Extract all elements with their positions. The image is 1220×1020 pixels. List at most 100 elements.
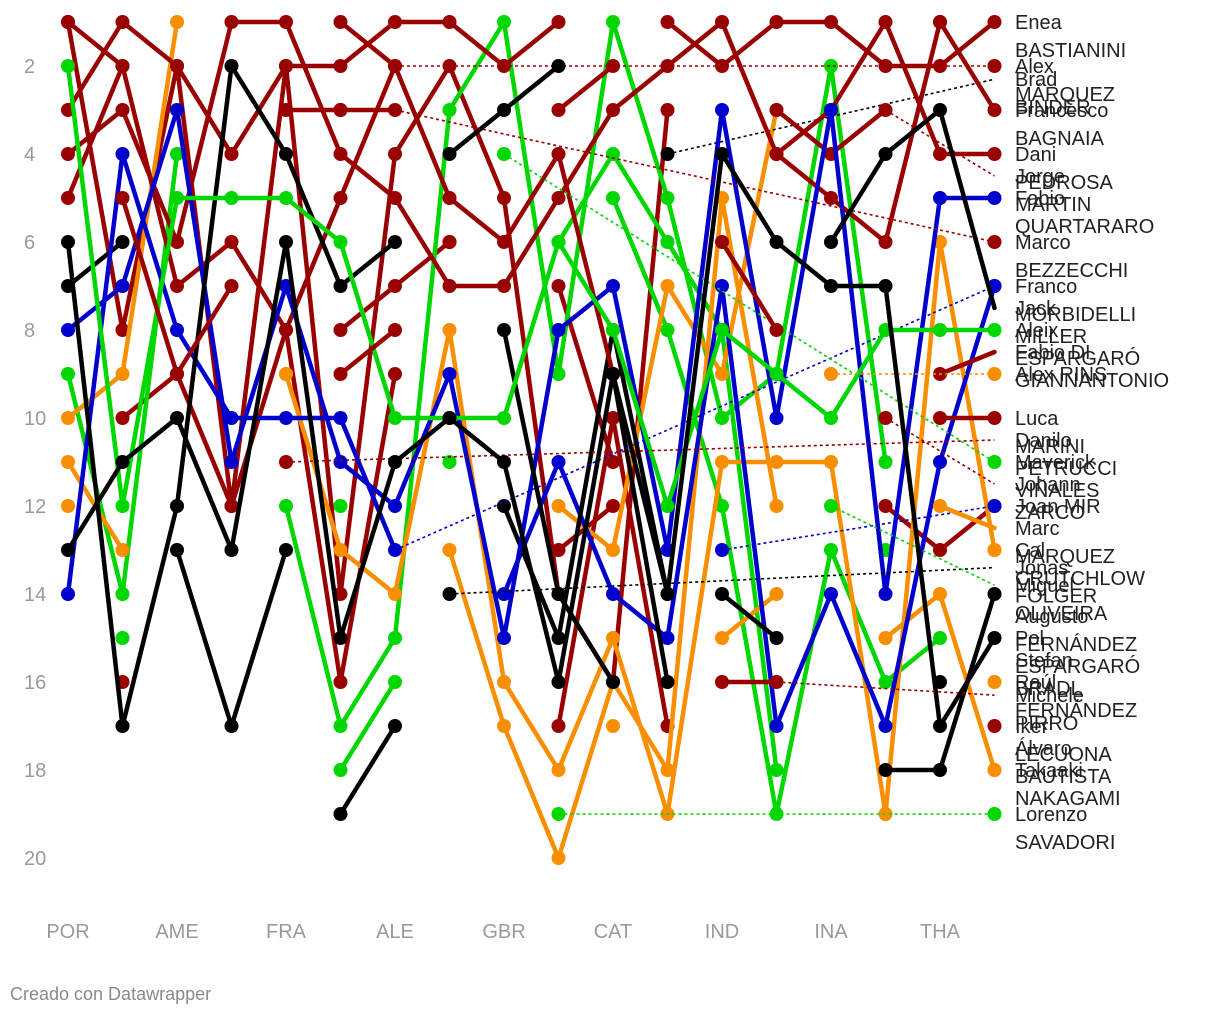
- series-enea-bastianini-point: [170, 59, 184, 73]
- series-fabio-quartararo-point: [497, 631, 511, 645]
- decor-line-0-segment: [392, 63, 452, 157]
- decor-line-7-point: [660, 235, 675, 249]
- series-lorenzo-savadori-point: [987, 807, 1002, 821]
- decor-line-9-point: [115, 543, 130, 557]
- series-jorge-martin-segment: [392, 63, 452, 201]
- decor-line-8-point: [715, 455, 729, 469]
- series-johann-zarco-point: [769, 323, 784, 337]
- series-marc-marquez-segment: [937, 503, 997, 531]
- series-label: Cal CRUTCHLOW: [1015, 540, 1145, 590]
- decor-line-13-segment: [556, 327, 616, 641]
- decor-line-9-point: [769, 499, 784, 513]
- series-fabio-quartararo-segment: [883, 195, 943, 597]
- decor-line-8-point: [333, 543, 348, 557]
- series-johann-zarco-point: [878, 411, 893, 425]
- series-pol-espargaro-point: [660, 587, 675, 601]
- series-enea-bastianini-segment: [501, 19, 561, 69]
- decor-line-13-point: [497, 499, 511, 513]
- decor-line-0-segment: [937, 503, 997, 553]
- decor-line-5-segment: [447, 19, 507, 113]
- series-jorge-martin-point: [878, 103, 893, 117]
- series-jack-miller-point: [824, 235, 838, 249]
- decor-line-5-segment: [665, 195, 725, 421]
- decor-line-9-segment: [556, 679, 616, 861]
- credit-text: Creado con Datawrapper: [10, 984, 212, 1004]
- series-label: Takaaki NAKAGAMI: [1015, 760, 1121, 810]
- series-fabio-quartararo-point: [551, 323, 566, 337]
- series-francesco-bagnaia-point: [442, 279, 457, 293]
- x-tick-label: CAT: [594, 921, 633, 943]
- decor-line-0-segment: [501, 195, 561, 597]
- series-marco-bezzecchi-connector: [394, 109, 995, 243]
- series-danilo-petrucci-connector: [285, 439, 995, 463]
- series-label: Joan MIR: [1015, 496, 1101, 518]
- series-jack-miller-point: [279, 147, 293, 161]
- decor-line-15-segment: [610, 371, 670, 685]
- series-brad-binder-point: [497, 103, 511, 117]
- y-tick-label: 20: [24, 848, 46, 870]
- series-aleix-espargaro-segment: [828, 327, 888, 421]
- series-luca-marini-point: [115, 191, 130, 205]
- y-tick-label: 12: [24, 496, 46, 518]
- decor-line-7-point: [769, 763, 784, 777]
- decor-line-10-point: [551, 499, 566, 513]
- series-enea-bastianini-point: [333, 59, 348, 73]
- decor-line-5-point: [388, 631, 402, 645]
- decor-line-8-point: [170, 15, 184, 29]
- series-aleix-espargaro-segment: [556, 239, 616, 333]
- decor-line-0-segment: [65, 19, 125, 333]
- decor-line-8-segment: [283, 371, 343, 553]
- decor-line-13-point: [115, 235, 130, 249]
- x-tick-label: ALE: [376, 921, 414, 943]
- decor-line-8-segment: [556, 635, 616, 773]
- decor-line-3-point: [551, 279, 566, 293]
- decor-line-6-segment: [774, 547, 834, 817]
- series-pol-espargaro-segment: [665, 151, 725, 597]
- y-tick-label: 2: [24, 56, 35, 78]
- decor-line-6-point: [606, 191, 620, 205]
- series-enea-bastianini-point: [224, 147, 239, 161]
- decor-line-5-segment: [120, 151, 180, 597]
- bump-chart: 2 4 6 8 10 12 14 16 18 20 POR AME FRA ALE GBR CAT IND IN…: [24, 12, 1169, 943]
- decor-line-5-point: [333, 719, 348, 733]
- x-axis: POR AME FRA ALE GBR CAT IND INA THA: [46, 921, 960, 943]
- series-luca-marini-point: [224, 279, 239, 293]
- series-enea-bastianini-point: [279, 59, 293, 73]
- series-francesco-bagnaia-point: [170, 235, 184, 249]
- series-enea-bastianini-point: [660, 15, 675, 29]
- decor-line-11-point: [769, 587, 784, 601]
- y-tick-label: 18: [24, 760, 46, 782]
- series-label: Luca MARINI: [1015, 408, 1085, 458]
- series-jack-miller-segment: [120, 503, 180, 729]
- decor-line-5-point: [878, 455, 893, 469]
- series-jack-miller-segment: [828, 151, 888, 245]
- series-label: Jorge MARTIN: [1015, 166, 1091, 216]
- series-takaaki-nakagami: [987, 763, 1002, 777]
- series-aleix-espargaro-point: [551, 235, 566, 249]
- decor-line-5-point: [61, 367, 75, 381]
- y-tick-label: 16: [24, 672, 46, 694]
- series-aleix-espargaro-segment: [665, 327, 725, 509]
- decor-line-6-point: [333, 763, 348, 777]
- series-luca-marini-point: [551, 103, 566, 117]
- decor-line-4-point: [388, 279, 402, 293]
- decor-line-9-segment: [447, 547, 507, 729]
- series-luca-marini-segment: [338, 327, 398, 377]
- decor-line-4-point: [333, 323, 348, 337]
- series-michele-pirro-connector: [776, 681, 995, 696]
- series-jonas-folger-connector: [449, 566, 995, 595]
- series-fabio-quartararo-point: [824, 103, 838, 117]
- decor-line-5-point: [497, 15, 511, 29]
- series-pol-espargaro-point: [987, 631, 1002, 645]
- series-label: Danilo PETRUCCI: [1015, 430, 1117, 480]
- series-fabio-quartararo-segment: [229, 283, 289, 465]
- series-maverick-vinales-connector: [503, 153, 995, 463]
- series-luca-marini-segment: [120, 195, 180, 377]
- y-tick-label: 6: [24, 232, 35, 254]
- series-francesco-bagnaia-segment: [338, 151, 398, 201]
- decor-line-2-point: [115, 411, 130, 425]
- series-enea-bastianini-point: [878, 59, 893, 73]
- series-aleix-espargaro-segment: [719, 327, 779, 377]
- series-jorge-martin-segment: [174, 239, 234, 289]
- decor-line-7-point: [442, 455, 457, 469]
